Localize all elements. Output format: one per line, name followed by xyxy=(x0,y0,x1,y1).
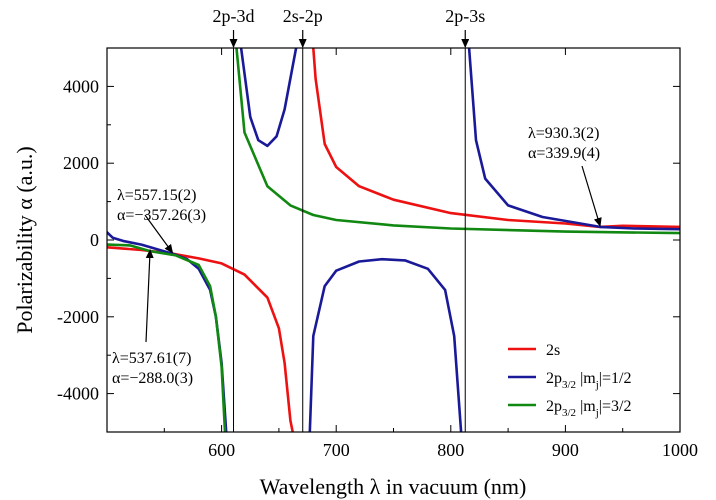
resonance-label-2p-3s: 2p-3s xyxy=(445,6,485,26)
series-2p3-2-mj-1-2-segment-4 xyxy=(467,48,680,231)
x-tick-label-600: 600 xyxy=(208,440,235,460)
y-tick-label--4000: -4000 xyxy=(57,384,99,404)
annotation-3-line-2: α=339.9(4) xyxy=(528,145,600,162)
series-2p3-2-mj-1-2-segment-3 xyxy=(308,257,463,432)
series-2p3-2-mj-1-2-segment-2 xyxy=(239,48,298,148)
annotation-1-line-2: α=−357.26(3) xyxy=(117,207,206,224)
y-tick-label-4000: 4000 xyxy=(63,76,99,96)
legend-label-1: 2s xyxy=(546,342,560,359)
y-tick-label-2000: 2000 xyxy=(63,153,99,173)
x-tick-label-900: 900 xyxy=(552,440,579,460)
legend-label-3: 2p3/2 |mj|=3/2 xyxy=(546,398,631,419)
y-axis-title: Polarizability α (a.u.) xyxy=(12,146,37,333)
legend-label-2: 2p3/2 |mj|=1/2 xyxy=(546,370,631,391)
x-tick-label-700: 700 xyxy=(323,440,350,460)
annotation-1-arrow xyxy=(144,214,174,254)
resonance-label-2p-3d: 2p-3d xyxy=(213,6,255,26)
series-2s-segment-2 xyxy=(311,48,680,229)
annotation-2-arrow xyxy=(145,249,154,343)
resonance-label-2s-2p: 2s-2p xyxy=(283,6,323,26)
series-2p3-2-mj-3-2-segment-1 xyxy=(107,243,227,432)
annotation-1-line-1: λ=557.15(2) xyxy=(117,187,196,204)
x-axis-title: Wavelength λ in vacuum (nm) xyxy=(260,474,527,499)
series-2s-segment-1 xyxy=(107,246,295,432)
series-2p3-2-mj-1-2-segment-1 xyxy=(107,231,228,432)
x-tick-label-800: 800 xyxy=(437,440,464,460)
x-tick-label-1000: 1000 xyxy=(662,440,698,460)
y-tick-label-0: 0 xyxy=(90,230,99,250)
series-2p3-2-mj-3-2-segment-2 xyxy=(235,48,680,235)
annotation-2-line-1: λ=537.61(7) xyxy=(112,350,191,367)
y-tick-label--2000: -2000 xyxy=(57,307,99,327)
annotation-2-line-2: α=−288.0(3) xyxy=(112,370,193,387)
annotation-3-arrow xyxy=(581,165,602,227)
annotation-3-line-1: λ=930.3(2) xyxy=(528,125,599,142)
